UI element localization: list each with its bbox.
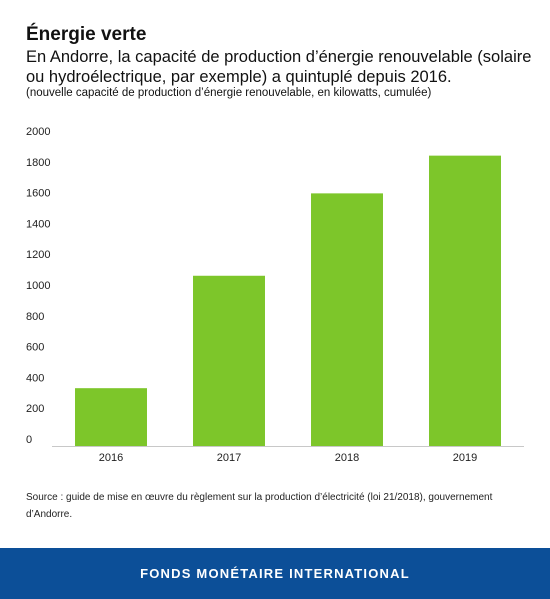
y-tick-label: 1600 <box>26 188 50 200</box>
y-tick-label: 2000 <box>26 126 50 138</box>
y-tick-label: 0 <box>26 434 32 446</box>
x-tick-label: 2016 <box>99 452 123 464</box>
footer-label: FONDS MONÉTAIRE INTERNATIONAL <box>140 566 410 581</box>
source-note: Source : guide de mise en œuvre du règle… <box>26 492 493 520</box>
bar-chart: 0 200 400 600 800 1000 1200 1400 1600 1800 2000 201… <box>26 126 524 464</box>
y-tick-label: 1000 <box>26 280 50 292</box>
bar-2019 <box>429 155 501 446</box>
bar-2017 <box>193 275 265 446</box>
bar-2016 <box>75 388 147 446</box>
x-tick-label: 2018 <box>335 452 359 464</box>
bar-2018 <box>311 193 383 446</box>
chart-title: Énergie verte <box>26 24 147 45</box>
y-tick-label: 1200 <box>26 249 50 261</box>
y-tick-label: 1800 <box>26 157 50 169</box>
y-tick-label: 1400 <box>26 218 50 230</box>
y-tick-label: 200 <box>26 403 44 415</box>
chart-units-note: (nouvelle capacité de production d’énerg… <box>26 87 432 99</box>
footer-banner: FONDS MONÉTAIRE INTERNATIONAL <box>0 548 550 599</box>
y-tick-label: 600 <box>26 342 44 354</box>
y-tick-label: 400 <box>26 372 44 384</box>
y-tick-label: 800 <box>26 311 44 323</box>
chart-subtitle: En Andorre, la capacité de production d’… <box>26 48 532 86</box>
x-tick-label: 2017 <box>217 452 241 464</box>
x-tick-label: 2019 <box>453 452 477 464</box>
